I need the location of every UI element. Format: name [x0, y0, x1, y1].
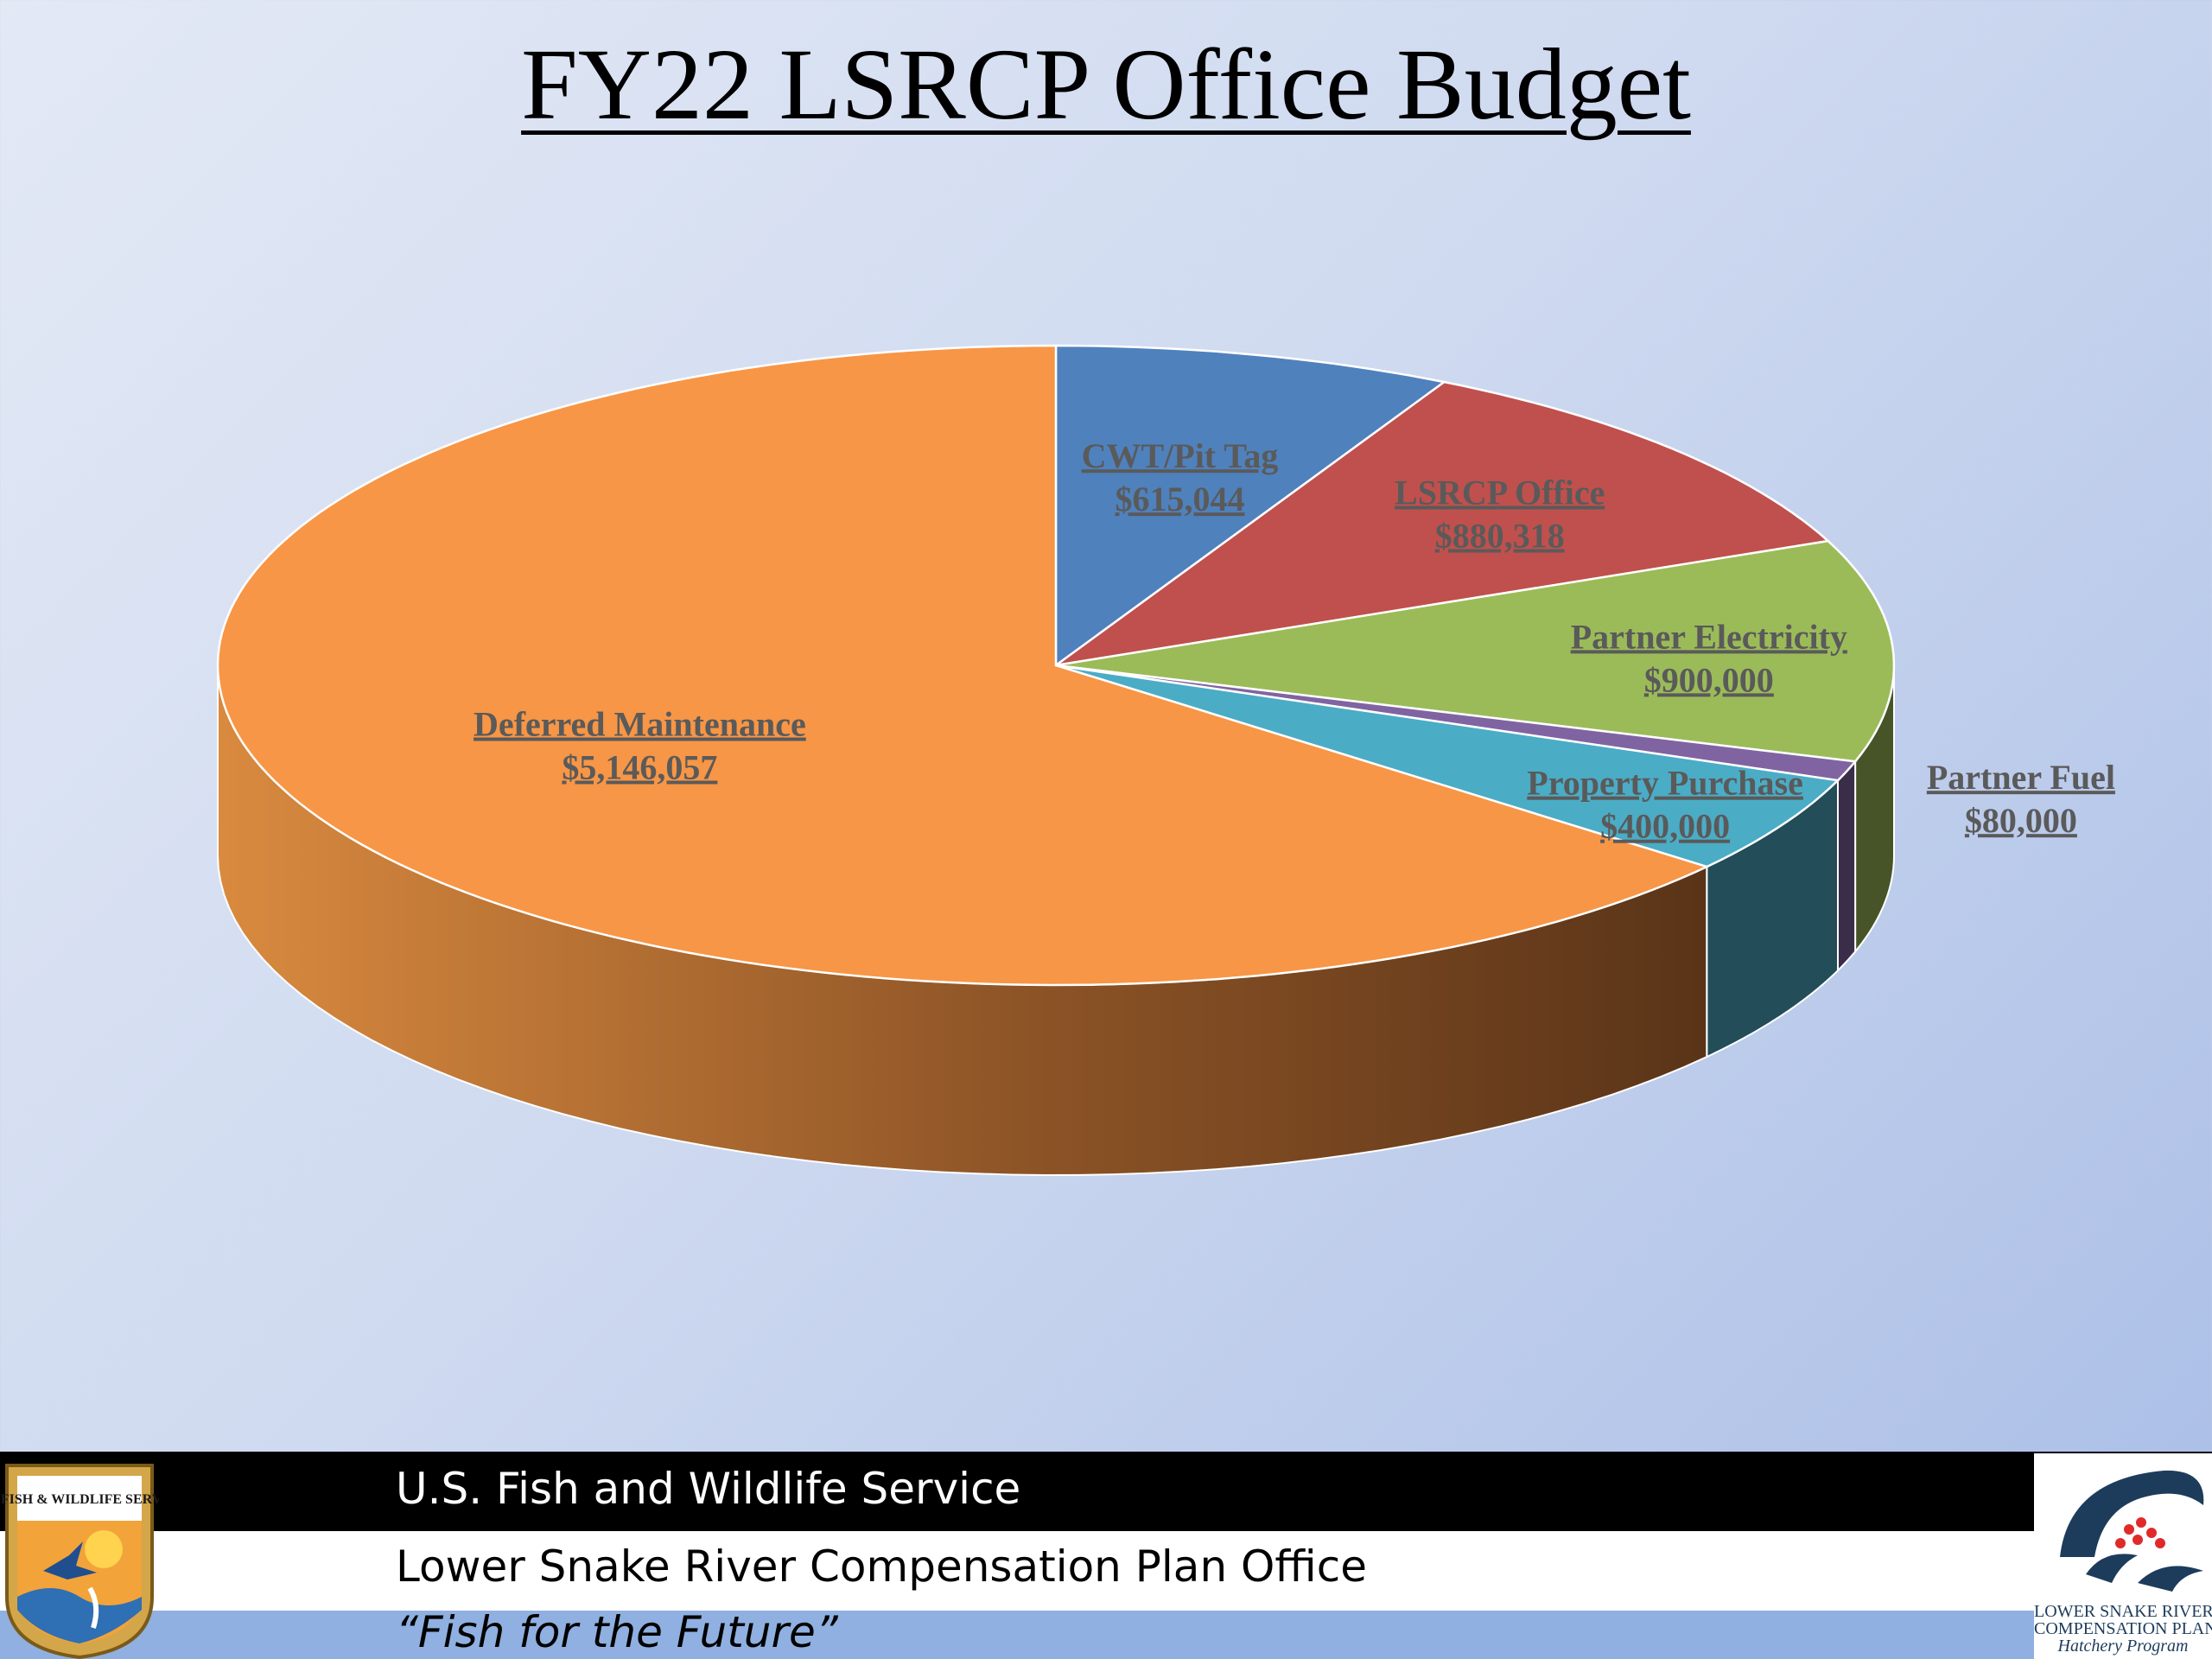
footer-motto: “Fish for the Future” [396, 1607, 838, 1657]
pie-slices [216, 344, 1896, 987]
slice-value-deferred-maintenance: $5,146,057 [562, 748, 717, 787]
slice-label-partner-fuel: Partner Fuel [1927, 758, 2115, 797]
slice-label-partner-electricity: Partner Electricity [1571, 617, 1847, 656]
footer-band-blue [0, 1611, 2212, 1659]
pie-chart: CWT/Pit Tag $615,044 LSRCP Office $880,318 P… [216, 344, 2115, 1177]
pie-slice-partner-electricity [1055, 539, 1896, 763]
pie-slice-cwt-pit-tag [1054, 344, 1447, 668]
lsrcp-logo-line-1: LOWER SNAKE RIVER [2034, 1602, 2212, 1621]
slice-label-cwt-pit-tag: CWT/Pit Tag [1082, 436, 1279, 475]
usfws-seal-icon: U.S. FISH & WILDLIFE SERVICE [0, 1464, 159, 1659]
pie-side-partner-fuel [1837, 759, 1857, 973]
slice-value-lsrcp-office: $880,318 [1435, 517, 1565, 556]
slice-label-property-purchase: Property Purchase [1527, 764, 1803, 803]
footer: U.S. Fish and Wildlife Service Lower Sna… [0, 1452, 2212, 1659]
slice-value-partner-electricity: $900,000 [1644, 660, 1774, 699]
pie-slice-property-purchase [1055, 664, 1840, 868]
lsrcp-logo-line-2: COMPENSATION PLAN [2034, 1619, 2212, 1638]
chart-title: FY22 LSRCP Office Budget [521, 28, 1691, 141]
salmon-logo-icon [2060, 1470, 2204, 1592]
pie-labels: CWT/Pit Tag $615,044 LSRCP Office $880,318 P… [474, 436, 2115, 846]
footer-band-black [0, 1452, 2212, 1531]
slice-label-deferred-maintenance: Deferred Maintenance [474, 705, 806, 744]
footer-band-white [0, 1531, 2212, 1611]
usfws-seal-text: U.S. FISH & WILDLIFE SERVICE [0, 1492, 159, 1507]
slice-value-cwt-pit-tag: $615,044 [1116, 480, 1245, 518]
slice-value-property-purchase: $400,000 [1600, 807, 1730, 846]
footer-agency-name: U.S. Fish and Wildlife Service [396, 1464, 1021, 1514]
pie-slice-lsrcp-office [1055, 380, 1831, 667]
slice-value-partner-fuel: $80,000 [1965, 801, 2077, 840]
lsrcp-logo: LOWER SNAKE RIVER COMPENSATION PLAN Hatc… [2034, 1453, 2212, 1659]
footer-office-name: Lower Snake River Compensation Plan Offi… [396, 1541, 1367, 1592]
lsrcp-logo-line-3: Hatchery Program [2057, 1637, 2189, 1656]
slice-label-lsrcp-office: LSRCP Office [1395, 474, 1605, 512]
pie-slice-deferred-maintenance [216, 344, 1710, 987]
